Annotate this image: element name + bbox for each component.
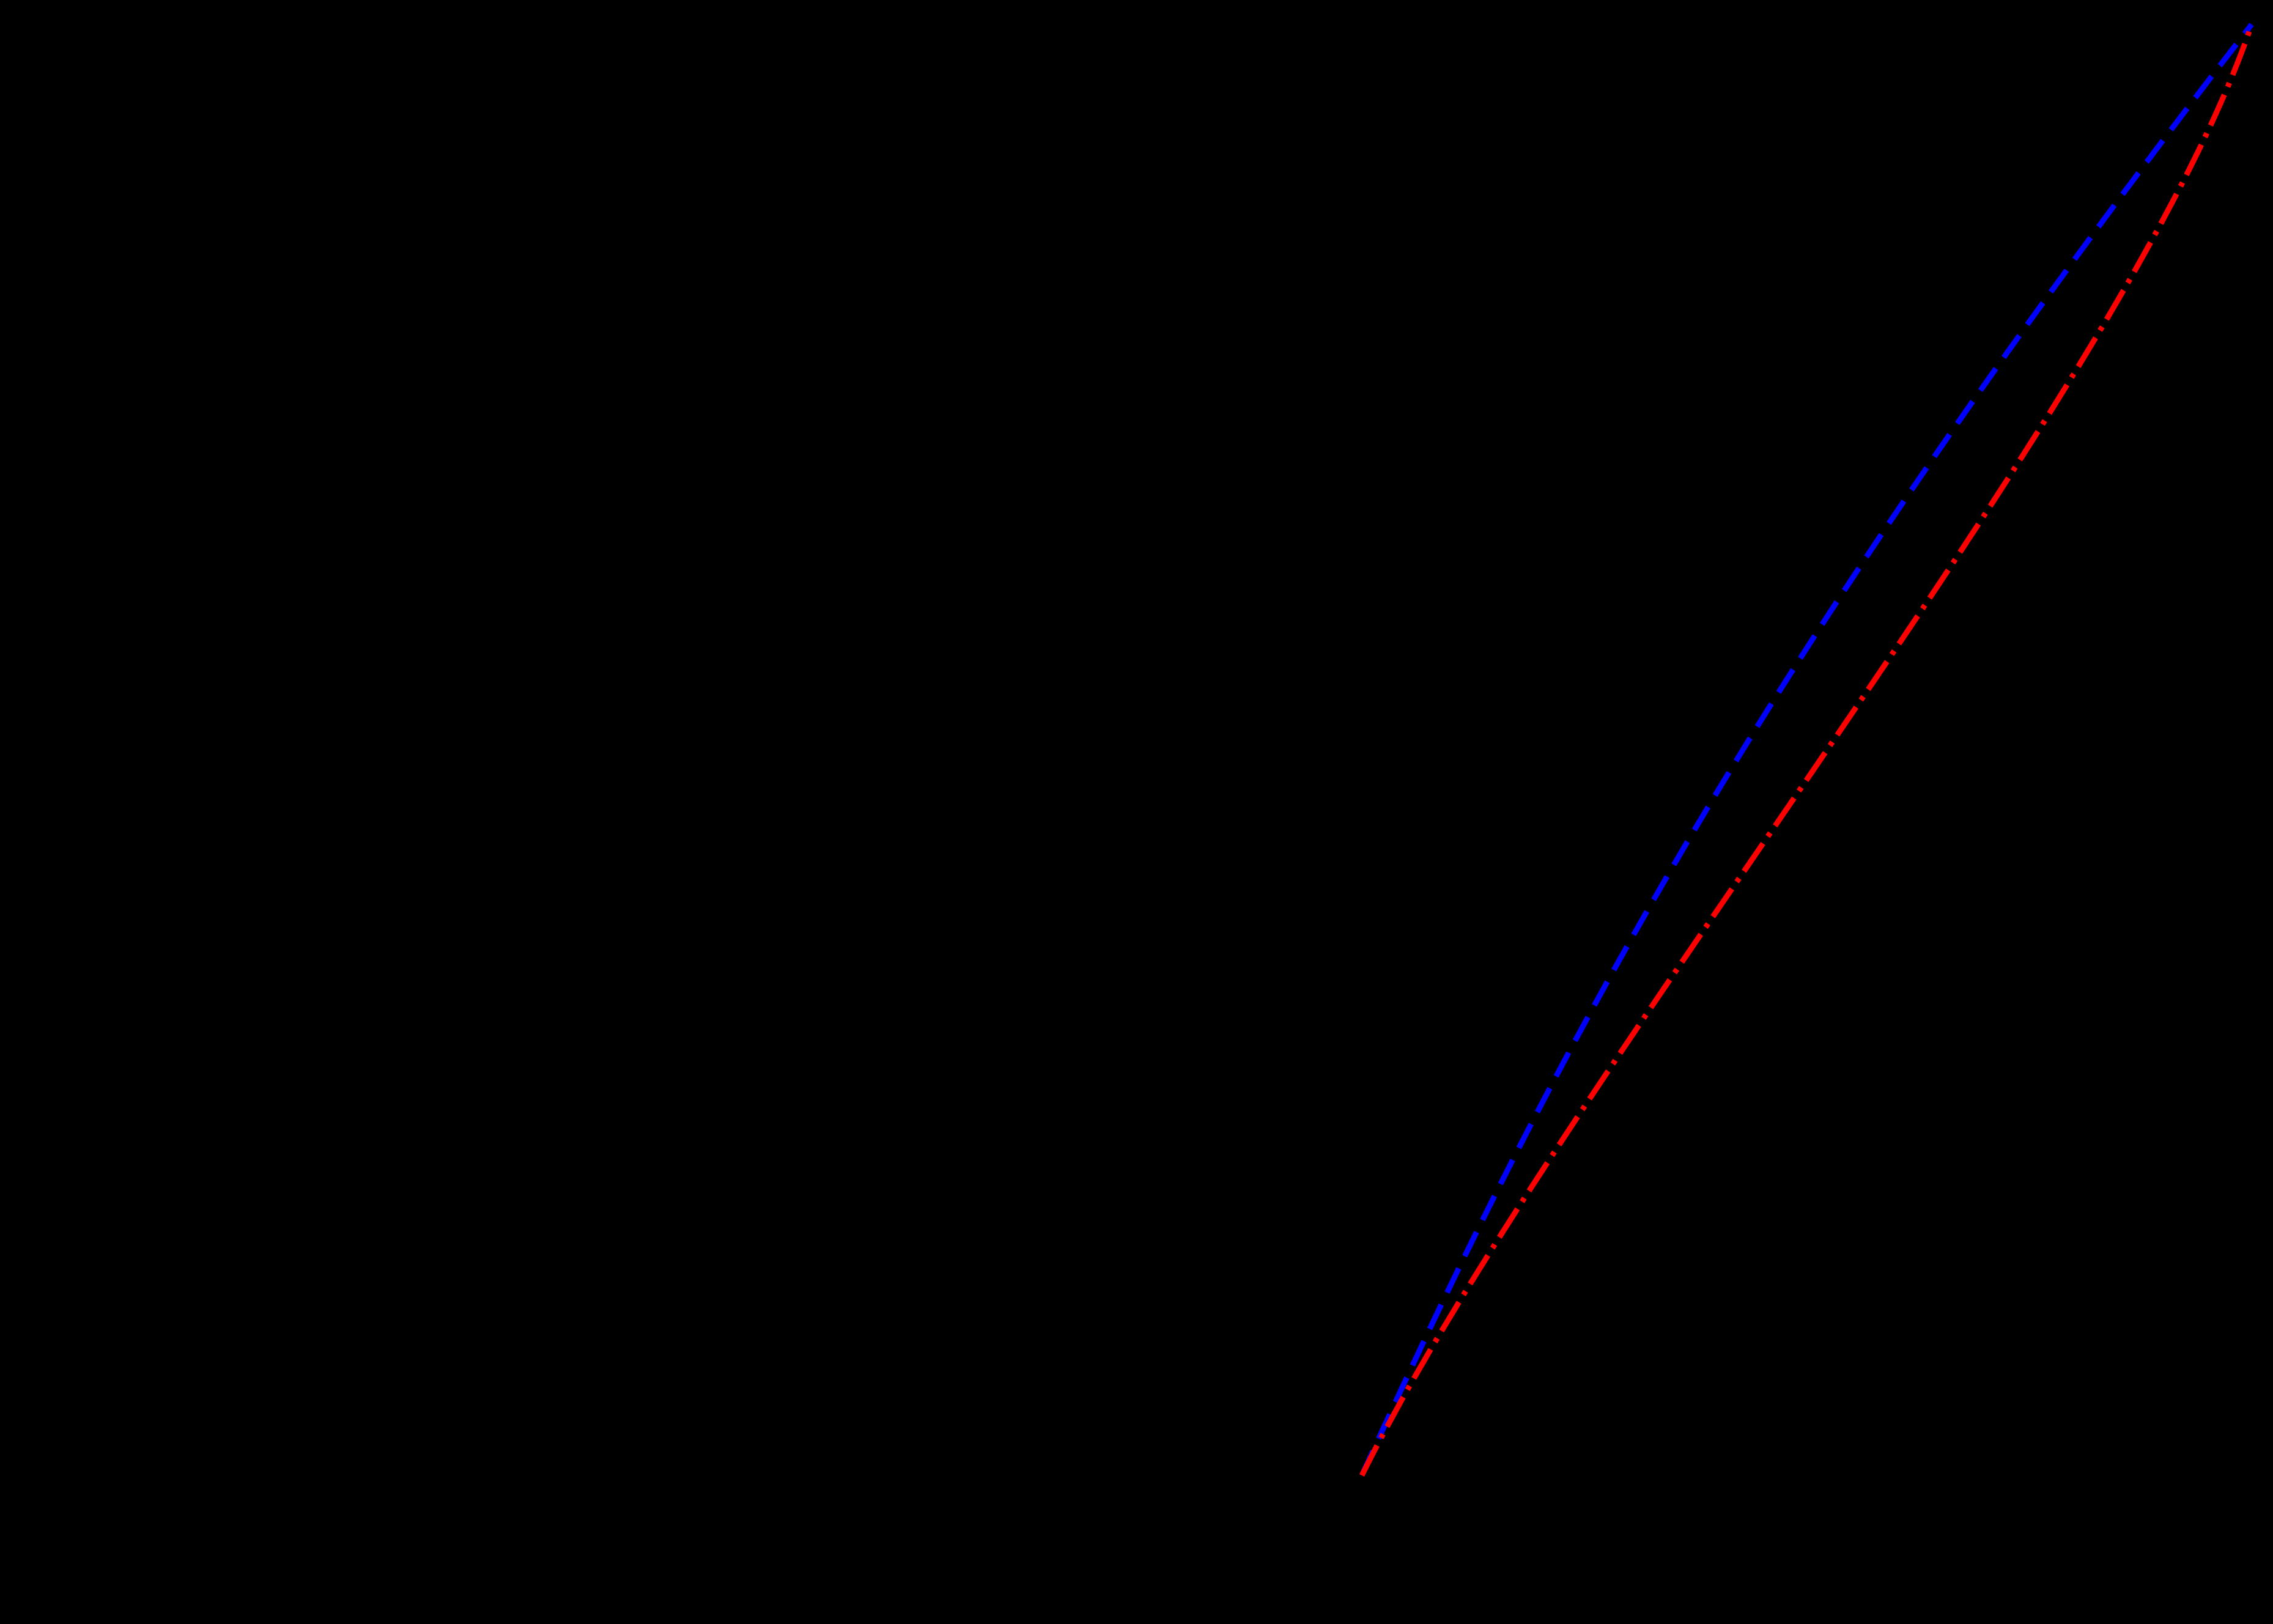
red-dashdot-line (1359, 23, 2255, 1477)
blue-dashed-line (1359, 23, 2254, 1477)
